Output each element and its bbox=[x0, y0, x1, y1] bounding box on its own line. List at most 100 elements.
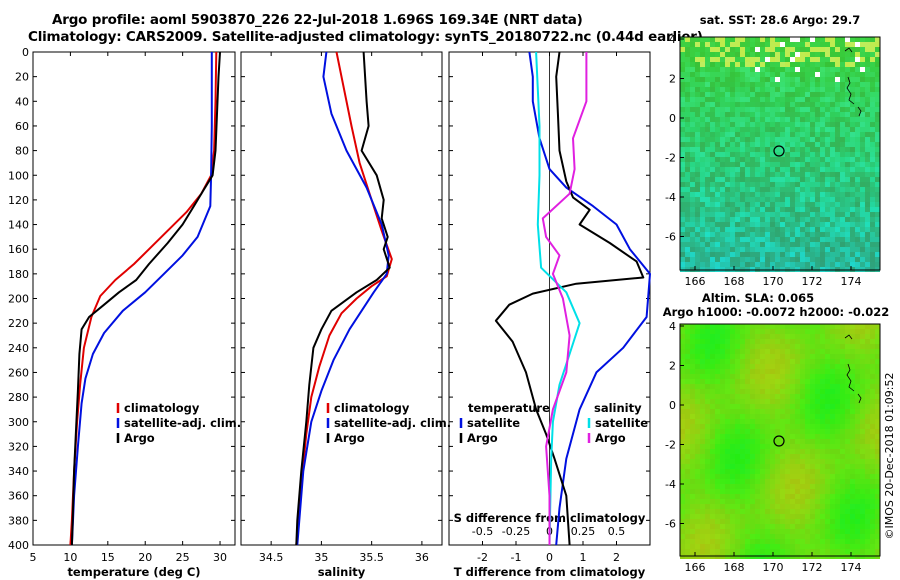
map-cell bbox=[745, 439, 750, 444]
map-cell bbox=[765, 87, 770, 92]
map-cell bbox=[840, 212, 845, 217]
map-cell bbox=[690, 242, 695, 247]
map-cell bbox=[780, 127, 785, 132]
map-cell bbox=[820, 444, 825, 449]
map-cell bbox=[680, 217, 685, 222]
map-cell bbox=[705, 429, 710, 434]
map-cell bbox=[705, 122, 710, 127]
map-cell bbox=[775, 394, 780, 399]
map-cell bbox=[730, 394, 735, 399]
map-cell bbox=[685, 212, 690, 217]
map-cell bbox=[770, 474, 775, 479]
map-cell bbox=[730, 222, 735, 227]
map-cell bbox=[815, 394, 820, 399]
map-cell bbox=[850, 339, 855, 344]
map-cell bbox=[795, 499, 800, 504]
map-cell bbox=[715, 499, 720, 504]
map-cell bbox=[820, 197, 825, 202]
map-cell bbox=[835, 177, 840, 182]
map-cell bbox=[830, 479, 835, 484]
map-cell bbox=[860, 217, 865, 222]
map-cell bbox=[725, 429, 730, 434]
map-cell bbox=[805, 172, 810, 177]
map-cell bbox=[720, 454, 725, 459]
map-cell bbox=[865, 429, 870, 434]
map-cell bbox=[875, 484, 880, 489]
map-cell bbox=[695, 142, 700, 147]
map-cell bbox=[770, 257, 775, 262]
map-cell bbox=[720, 52, 725, 57]
map-cell bbox=[775, 82, 780, 87]
map-cell bbox=[865, 424, 870, 429]
map-cell bbox=[830, 384, 835, 389]
map-cell bbox=[780, 87, 785, 92]
map-cell bbox=[800, 127, 805, 132]
series-argo bbox=[295, 51, 391, 546]
map-cell bbox=[850, 52, 855, 57]
map-cell bbox=[865, 117, 870, 122]
map-cell bbox=[755, 242, 760, 247]
map-cell bbox=[710, 97, 715, 102]
map-cell bbox=[785, 197, 790, 202]
map-cell bbox=[760, 192, 765, 197]
map-cell bbox=[715, 509, 720, 514]
map-cell bbox=[735, 384, 740, 389]
map-cell bbox=[810, 519, 815, 524]
map-cell bbox=[830, 262, 835, 267]
map-cell bbox=[835, 202, 840, 207]
map-cell bbox=[830, 62, 835, 67]
map-cell bbox=[785, 247, 790, 252]
map-cell bbox=[740, 474, 745, 479]
map-cell bbox=[785, 72, 790, 77]
map-cell bbox=[770, 127, 775, 132]
map-cell bbox=[840, 514, 845, 519]
map-cell bbox=[780, 242, 785, 247]
map-cell bbox=[780, 172, 785, 177]
map-cell bbox=[680, 262, 685, 267]
map-cell bbox=[680, 77, 685, 82]
map-cell bbox=[860, 42, 865, 47]
map-cell bbox=[845, 212, 850, 217]
map-cell bbox=[785, 364, 790, 369]
map-cell bbox=[860, 57, 865, 62]
map-cell bbox=[730, 474, 735, 479]
map-cell bbox=[780, 469, 785, 474]
map-cell bbox=[875, 449, 880, 454]
map-cell bbox=[750, 544, 755, 549]
map-cell bbox=[740, 42, 745, 47]
map-cell bbox=[690, 454, 695, 459]
map-cell bbox=[840, 504, 845, 509]
map-cell bbox=[820, 52, 825, 57]
map-cell bbox=[775, 334, 780, 339]
map-cell bbox=[740, 257, 745, 262]
map-cell bbox=[700, 152, 705, 157]
map-cell bbox=[725, 117, 730, 122]
map-cell bbox=[820, 464, 825, 469]
map-cell bbox=[755, 469, 760, 474]
map-cell bbox=[715, 409, 720, 414]
map-cell bbox=[790, 157, 795, 162]
map-cell bbox=[855, 329, 860, 334]
map-cell bbox=[860, 469, 865, 474]
map-cell bbox=[870, 459, 875, 464]
map-cell bbox=[805, 112, 810, 117]
map-cell bbox=[745, 242, 750, 247]
map-cell bbox=[870, 329, 875, 334]
map-cell bbox=[810, 112, 815, 117]
map-cell bbox=[765, 102, 770, 107]
map-cell bbox=[695, 324, 700, 329]
map-cell bbox=[860, 464, 865, 469]
map-cell bbox=[800, 207, 805, 212]
map-cell bbox=[835, 424, 840, 429]
map-cell bbox=[730, 262, 735, 267]
map-cell bbox=[700, 419, 705, 424]
map-cell bbox=[765, 479, 770, 484]
map-cell bbox=[810, 409, 815, 414]
map-cell bbox=[780, 459, 785, 464]
map-cell bbox=[865, 364, 870, 369]
map-cell bbox=[785, 454, 790, 459]
map-cell bbox=[865, 202, 870, 207]
map-cell bbox=[860, 117, 865, 122]
map-cell bbox=[720, 172, 725, 177]
map-cell bbox=[805, 82, 810, 87]
